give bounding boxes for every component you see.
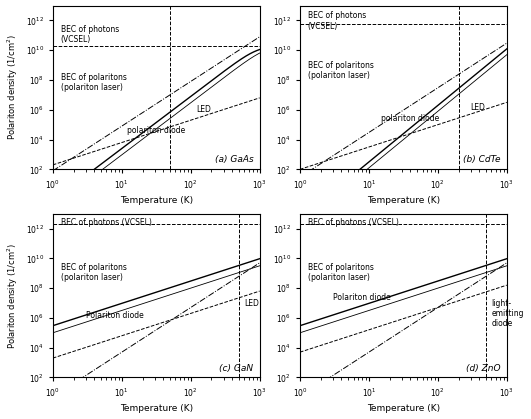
Text: BEC of photons
(VCSEL): BEC of photons (VCSEL) xyxy=(308,11,366,31)
Text: Polariton diode: Polariton diode xyxy=(85,311,143,320)
Text: (a) GaAs: (a) GaAs xyxy=(215,155,253,164)
Y-axis label: Polariton density (1/cm$^2$): Polariton density (1/cm$^2$) xyxy=(5,34,20,140)
Text: BEC of polaritons
(polariton laser): BEC of polaritons (polariton laser) xyxy=(308,61,374,80)
Text: LED: LED xyxy=(196,105,211,114)
X-axis label: Temperature (K): Temperature (K) xyxy=(367,197,440,205)
Text: BEC of photons (VCSEL): BEC of photons (VCSEL) xyxy=(308,218,399,227)
X-axis label: Temperature (K): Temperature (K) xyxy=(367,404,440,414)
Text: (c) GaN: (c) GaN xyxy=(219,364,253,372)
Y-axis label: Polariton density (1/cm$^2$): Polariton density (1/cm$^2$) xyxy=(5,243,20,349)
Text: LED: LED xyxy=(244,298,259,308)
Text: BEC of polaritons
(polariton laser): BEC of polaritons (polariton laser) xyxy=(308,263,374,282)
Text: light-
emitting
diode: light- emitting diode xyxy=(492,298,524,328)
Text: BEC of polaritons
(polariton laser): BEC of polaritons (polariton laser) xyxy=(61,73,126,92)
X-axis label: Temperature (K): Temperature (K) xyxy=(119,404,193,414)
Text: polariton diode: polariton diode xyxy=(127,126,185,135)
Text: Polariton diode: Polariton diode xyxy=(333,292,391,302)
Text: BEC of photons (VCSEL): BEC of photons (VCSEL) xyxy=(61,218,151,227)
Text: LED: LED xyxy=(470,103,486,112)
X-axis label: Temperature (K): Temperature (K) xyxy=(119,197,193,205)
Text: (d) ZnO: (d) ZnO xyxy=(466,364,501,372)
Text: polariton diode: polariton diode xyxy=(381,114,439,123)
Text: BEC of polaritons
(polariton laser): BEC of polaritons (polariton laser) xyxy=(61,263,126,282)
Text: BEC of photons
(VCSEL): BEC of photons (VCSEL) xyxy=(61,25,119,44)
Text: (b) CdTe: (b) CdTe xyxy=(463,155,501,164)
